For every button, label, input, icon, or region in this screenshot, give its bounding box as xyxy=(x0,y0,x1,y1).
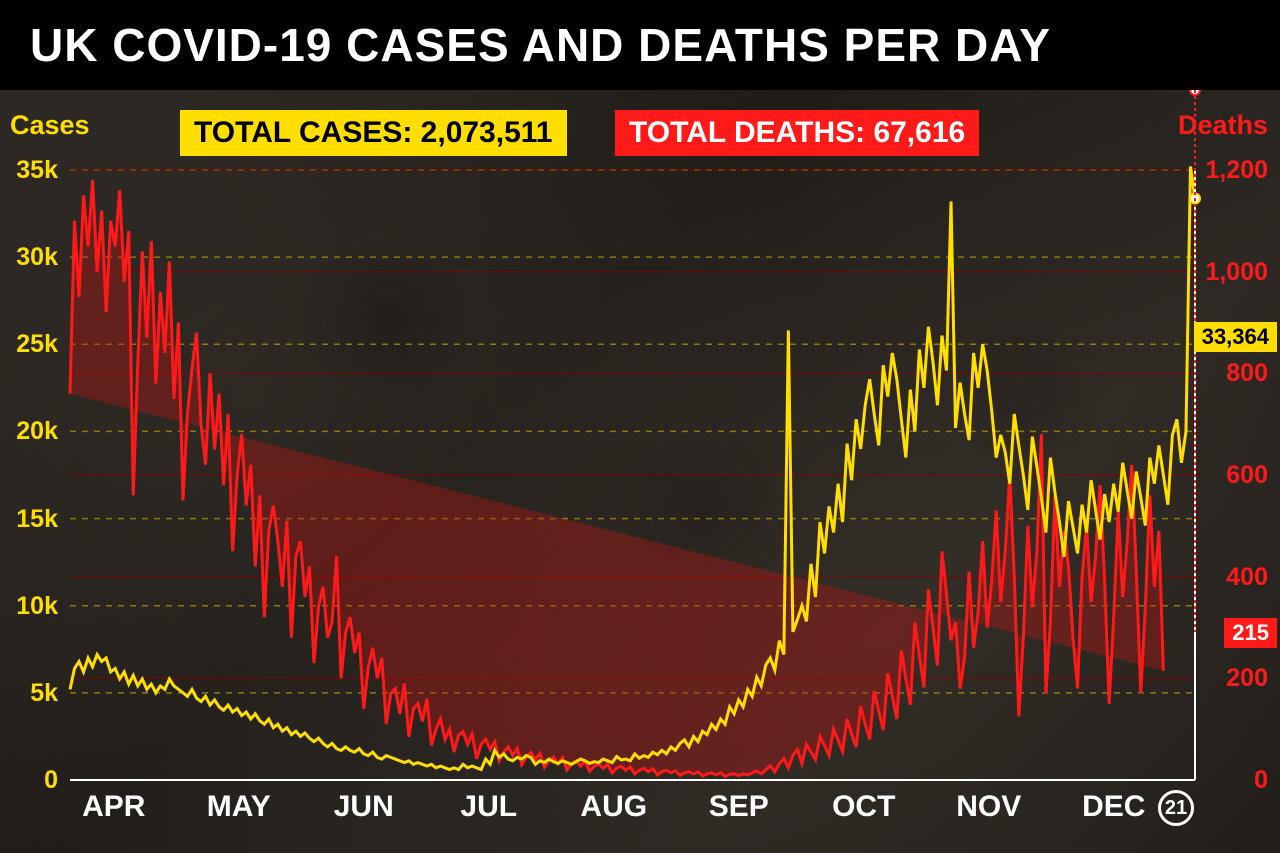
x-tick: DEC xyxy=(1082,790,1145,824)
x-tick: SEP xyxy=(709,790,769,824)
y-left-tick: 20k xyxy=(8,417,58,446)
y-left-tick: 5k xyxy=(8,679,58,708)
x-tick: APR xyxy=(82,790,145,824)
chart-title: UK COVID-19 CASES AND DEATHS PER DAY xyxy=(0,0,1280,84)
y-left-tick: 30k xyxy=(8,243,58,272)
x-tick: OCT xyxy=(832,790,895,824)
y-right-tick: 400 xyxy=(1226,563,1268,592)
y-right-tick: 200 xyxy=(1226,664,1268,693)
x-tick: JUL xyxy=(460,790,517,824)
y-right-tick: 800 xyxy=(1226,359,1268,388)
y-right-tick: 600 xyxy=(1226,461,1268,490)
cases-latest-callout: 33,364 xyxy=(1194,322,1277,352)
x-tick: MAY xyxy=(207,790,271,824)
y-right-tick: 0 xyxy=(1254,766,1268,795)
y-left-tick: 35k xyxy=(8,156,58,185)
x-tick: NOV xyxy=(956,790,1021,824)
x-tick: AUG xyxy=(580,790,647,824)
y-right-tick: 1,200 xyxy=(1205,156,1268,185)
x-tick: JUN xyxy=(334,790,394,824)
deaths-latest-callout: 215 xyxy=(1224,618,1277,648)
y-right-tick: 1,000 xyxy=(1205,258,1268,287)
chart-svg xyxy=(0,90,1280,853)
y-left-tick: 15k xyxy=(8,505,58,534)
y-left-tick: 10k xyxy=(8,592,58,621)
chart-area: TOTAL CASES: 2,073,511 TOTAL DEATHS: 67,… xyxy=(0,90,1280,853)
y-left-tick: 25k xyxy=(8,330,58,359)
y-left-tick: 0 xyxy=(8,766,58,795)
highlight-day-circle: 21 xyxy=(1158,790,1194,826)
